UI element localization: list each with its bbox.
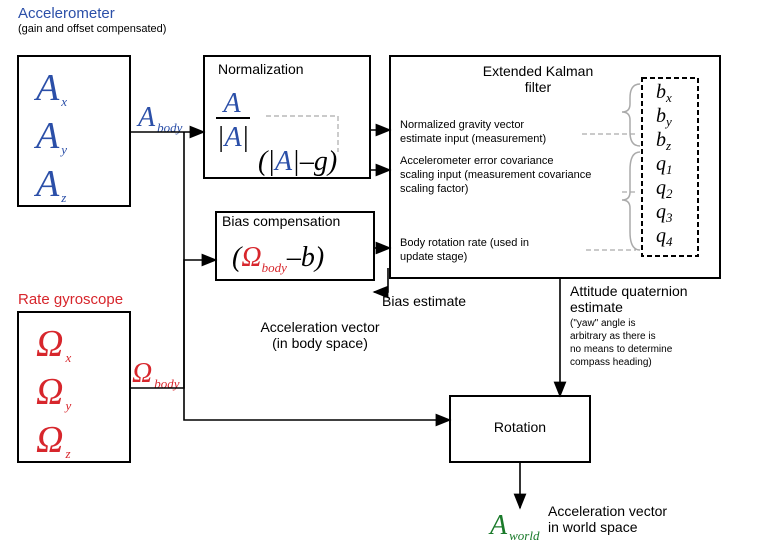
ekf-meas-l2: estimate input (measurement) xyxy=(400,133,546,145)
ekf-title-l1: Extended Kalman xyxy=(483,63,594,79)
att-quat-l2: estimate xyxy=(570,299,623,315)
world-text-l2: in world space xyxy=(548,519,638,535)
att-quat-l1: Attitude quaternion xyxy=(570,283,688,299)
ekf-meas-l1: Normalized gravity vector xyxy=(400,119,524,131)
ekf-cov-l3: scaling factor) xyxy=(400,183,468,195)
att-note-l2: arbitrary as there is xyxy=(570,331,656,342)
bias-comp-title: Bias compensation xyxy=(222,213,340,229)
accel-vector-body-l2: (in body space) xyxy=(272,335,368,351)
world-text-l1: Acceleration vector xyxy=(548,503,667,519)
att-note-l3: no means to determine xyxy=(570,344,673,355)
a-body-label: Abody xyxy=(136,102,183,135)
bias-estimate-label: Bias estimate xyxy=(382,293,466,309)
ekf-to-bias xyxy=(374,268,388,292)
svg-text:A: A xyxy=(221,88,241,119)
att-note-l4: compass heading) xyxy=(570,357,652,368)
accel-vector-body-l1: Acceleration vector xyxy=(260,319,379,335)
ekf-update-l1: Body rotation rate (used in xyxy=(400,237,529,249)
svg-text:|A|: |A| xyxy=(217,122,250,153)
accelerometer-title: Accelerometer xyxy=(18,5,115,22)
omega-body-label: Ωbody xyxy=(132,358,180,391)
ekf-cov-l2: scaling input (measurement covariance xyxy=(400,169,591,181)
normalization-mag-expr: (|A|–g) xyxy=(258,146,337,177)
normalization-title: Normalization xyxy=(218,61,304,77)
ekf-update-l2: update stage) xyxy=(400,251,467,263)
a-world-label: Aworld xyxy=(488,510,540,543)
accel-box xyxy=(18,56,130,206)
svg-text:(|A|–g): (|A|–g) xyxy=(258,146,337,177)
gyro-title: Rate gyroscope xyxy=(18,291,123,308)
gyro-box xyxy=(18,312,130,462)
accelerometer-subtitle: (gain and offset compensated) xyxy=(18,23,166,35)
ekf-title-l2: filter xyxy=(525,79,552,95)
ekf-cov-l1: Accelerometer error covariance xyxy=(400,155,553,167)
rotation-title: Rotation xyxy=(494,419,546,435)
att-note-l1: ("yaw" angle is xyxy=(570,318,635,329)
